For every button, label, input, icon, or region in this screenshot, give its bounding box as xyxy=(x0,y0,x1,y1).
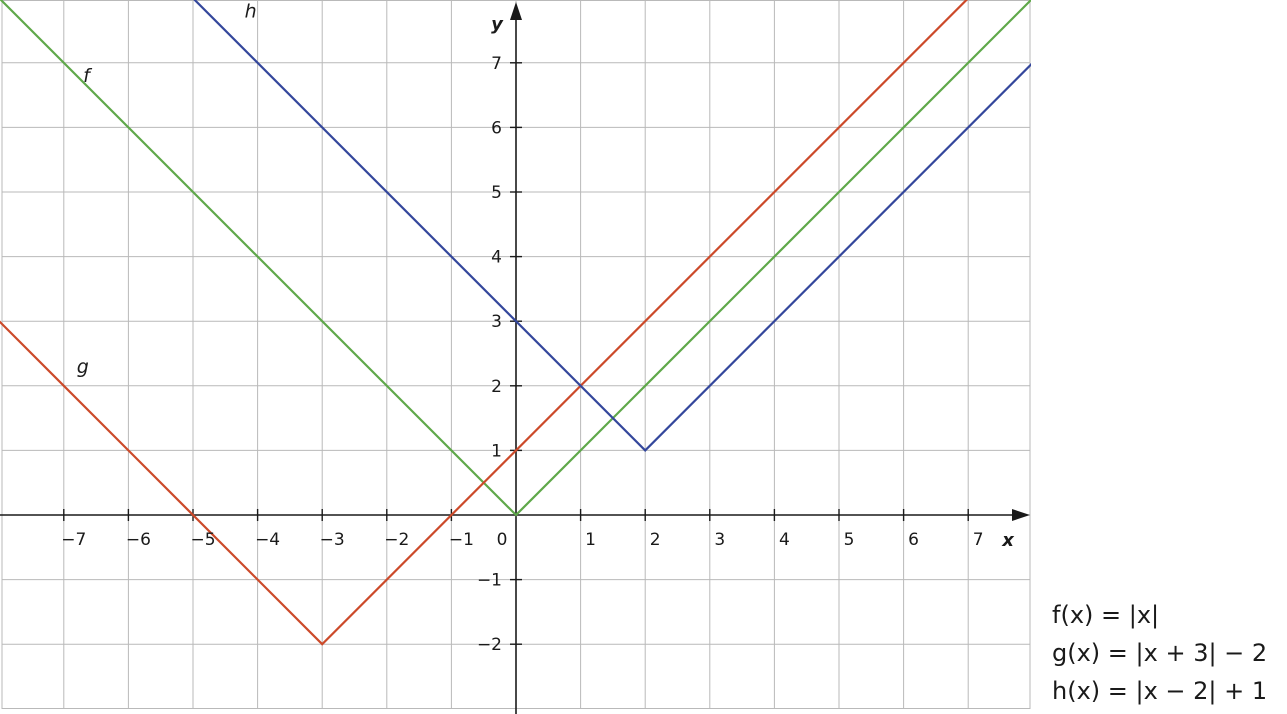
y-tick-label: 4 xyxy=(491,248,502,268)
x-tick-label: −1 xyxy=(449,530,474,550)
y-tick-label: 1 xyxy=(491,441,502,461)
curve-label-g: g xyxy=(77,356,89,378)
x-tick-label: 7 xyxy=(973,530,984,550)
y-axis-label: y xyxy=(491,14,504,35)
legend-g: g(x) = |x + 3| − 2 xyxy=(1052,639,1268,667)
x-tick-label: 4 xyxy=(779,530,790,550)
y-tick-label: 6 xyxy=(491,118,502,138)
x-tick-label: −6 xyxy=(126,530,151,550)
axes xyxy=(0,2,1030,714)
legend-f: f(x) = |x| xyxy=(1052,601,1160,629)
x-tick-label: 3 xyxy=(714,530,725,550)
y-tick-label: 7 xyxy=(491,54,502,74)
x-tick-label: 1 xyxy=(585,530,596,550)
x-tick-label: −5 xyxy=(190,530,215,550)
curve-label-f: f xyxy=(83,65,93,87)
y-tick-label: 2 xyxy=(491,377,502,397)
y-tick-label: −2 xyxy=(477,635,502,655)
x-tick-label: 0 xyxy=(497,530,508,550)
y-axis-arrow xyxy=(510,2,522,20)
y-tick-label: −1 xyxy=(477,571,502,591)
series-line-g xyxy=(0,0,968,646)
legend: f(x) = |x| g(x) = |x + 3| − 2 h(x) = |x … xyxy=(1052,596,1267,710)
x-axis-arrow xyxy=(1012,509,1030,521)
curves xyxy=(0,0,1031,646)
series-line-f xyxy=(0,0,1031,517)
y-tick-label: 5 xyxy=(491,183,502,203)
curve-label-h: h xyxy=(245,1,257,23)
x-axis-label: x xyxy=(1001,530,1015,551)
x-tick-label: −2 xyxy=(384,530,409,550)
x-tick-label: 2 xyxy=(650,530,661,550)
x-tick-label: −7 xyxy=(61,530,86,550)
y-tick-label: 3 xyxy=(491,312,502,332)
x-tick-label: −3 xyxy=(320,530,345,550)
x-tick-label: 5 xyxy=(844,530,855,550)
x-tick-label: 6 xyxy=(908,530,919,550)
x-tick-label: −4 xyxy=(255,530,280,550)
legend-h: h(x) = |x − 2| + 1 xyxy=(1052,677,1268,705)
series-line-h xyxy=(193,0,1031,452)
